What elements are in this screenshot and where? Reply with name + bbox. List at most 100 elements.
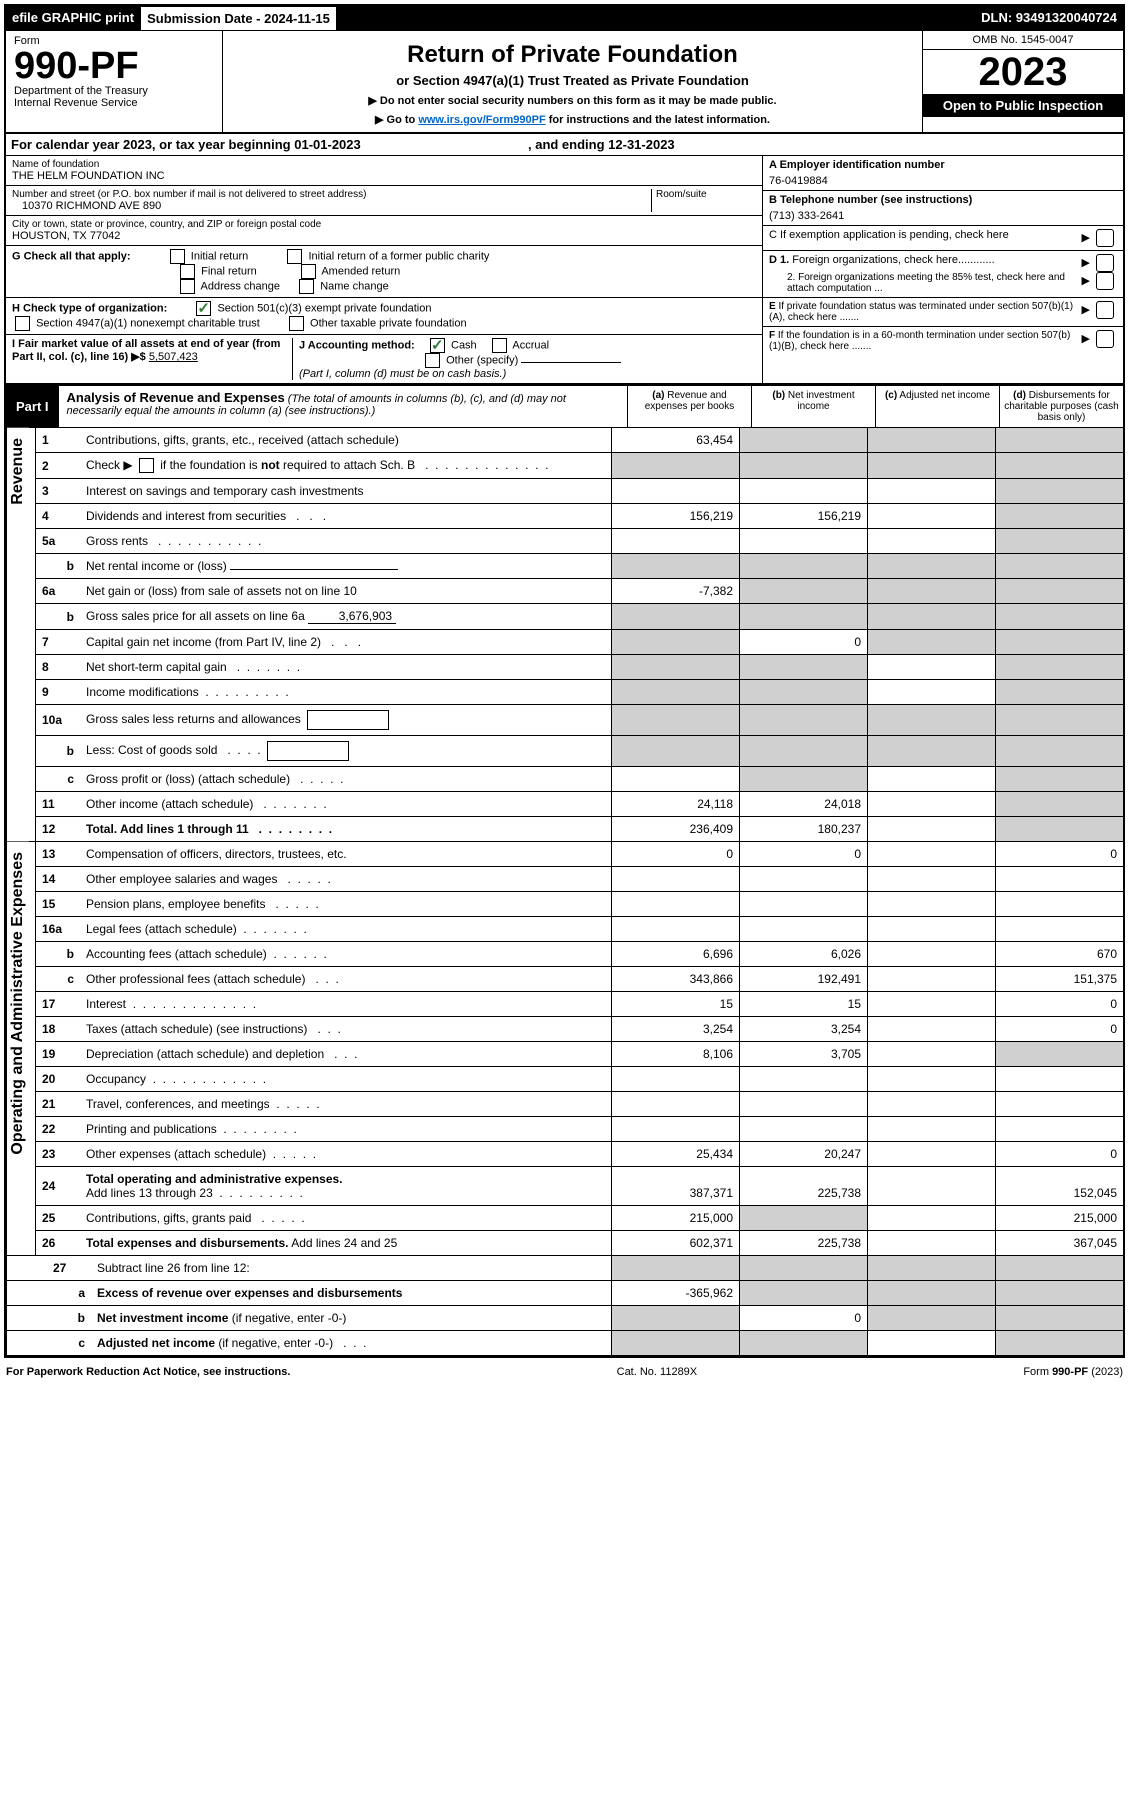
- schb-checkbox[interactable]: [139, 458, 154, 473]
- phone-cell: B Telephone number (see instructions) (7…: [763, 191, 1123, 226]
- f-cell: F F If the foundation is in a 60-month t…: [763, 327, 1123, 355]
- cash-label: Cash: [451, 339, 477, 351]
- page-footer: For Paperwork Reduction Act Notice, see …: [0, 1362, 1129, 1382]
- name-label: Name of foundation: [12, 159, 756, 170]
- topbar: efile GRAPHIC print Submission Date - 20…: [6, 6, 1123, 31]
- phone-value: (713) 333-2641: [769, 206, 1117, 222]
- line-23: 23Other expenses (attach schedule) . . .…: [36, 1142, 1123, 1167]
- expenses-label: Operating and Administrative Expenses: [7, 842, 29, 1165]
- h-label: H Check type of organization:: [12, 302, 167, 314]
- line-7: 7Capital gain net income (from Part IV, …: [36, 630, 1123, 655]
- revenue-label: Revenue: [7, 428, 29, 515]
- d2-checkbox[interactable]: [1096, 272, 1114, 290]
- j-section: J Accounting method: Cash Accrual Other …: [292, 338, 756, 380]
- 4947-checkbox[interactable]: [15, 316, 30, 331]
- 501c3-checkbox[interactable]: [196, 301, 211, 316]
- info-right: A Employer identification number 76-0419…: [762, 156, 1123, 383]
- dln: DLN: 93491320040724: [975, 6, 1123, 31]
- initial-return-checkbox[interactable]: [170, 249, 185, 264]
- tax-period: For calendar year 2023, or tax year begi…: [6, 134, 1123, 156]
- initial-return-label: Initial return: [191, 250, 248, 262]
- part1-tag: Part I: [6, 386, 59, 427]
- col-b-header: (b) Net investment income: [751, 386, 875, 427]
- line-2: 2Check ▶ if the foundation is not requir…: [36, 453, 1123, 479]
- line-13: 13Compensation of officers, directors, t…: [36, 842, 1123, 867]
- line-4: 4Dividends and interest from securities …: [36, 504, 1123, 529]
- revenue-lines: 1Contributions, gifts, grants, etc., rec…: [36, 428, 1123, 841]
- initial-former-checkbox[interactable]: [287, 249, 302, 264]
- e-cell: E E If private foundation status was ter…: [763, 298, 1123, 327]
- foundation-name: THE HELM FOUNDATION INC: [12, 170, 756, 182]
- submission-date: Submission Date - 2024-11-15: [140, 6, 337, 31]
- inspection-label: Open to Public Inspection: [923, 94, 1123, 117]
- address: 10370 RICHMOND AVE 890: [12, 200, 645, 212]
- line-5a: 5aGross rents . . . . . . . . . . .: [36, 529, 1123, 554]
- line-27: 27Subtract line 26 from line 12:: [7, 1256, 1123, 1281]
- name-change-checkbox[interactable]: [299, 279, 314, 294]
- form-number: 990-PF: [14, 47, 214, 85]
- line-10c: cGross profit or (loss) (attach schedule…: [36, 767, 1123, 792]
- line-24: 24Total operating and administrative exp…: [36, 1167, 1123, 1206]
- other-taxable-label: Other taxable private foundation: [310, 317, 467, 329]
- c-checkbox[interactable]: [1096, 229, 1114, 247]
- cash-checkbox[interactable]: [430, 338, 445, 353]
- phone-label: B Telephone number (see instructions): [769, 194, 1117, 206]
- h-checks: H Check type of organization: Section 50…: [6, 298, 762, 335]
- accrual-checkbox[interactable]: [492, 338, 507, 353]
- tax-year: 2023: [923, 50, 1123, 94]
- period-pre: For calendar year 2023, or tax year begi…: [11, 137, 294, 152]
- c-cell: C If exemption application is pending, c…: [763, 226, 1123, 251]
- name-change-label: Name change: [320, 280, 389, 292]
- d1-checkbox[interactable]: [1096, 254, 1114, 272]
- line-5b: bNet rental income or (loss): [36, 554, 1123, 579]
- j-label: J Accounting method:: [299, 339, 415, 351]
- period-mid: , and ending: [528, 137, 608, 152]
- line-16c: cOther professional fees (attach schedul…: [36, 967, 1123, 992]
- line-27b: bNet investment income (if negative, ent…: [7, 1306, 1123, 1331]
- ein-label: A Employer identification number: [769, 159, 1117, 171]
- summary-lines: 27Subtract line 26 from line 12: aExcess…: [7, 1256, 1123, 1355]
- line-19: 19Depreciation (attach schedule) and dep…: [36, 1042, 1123, 1067]
- address-change-checkbox[interactable]: [180, 279, 195, 294]
- c-label: C If exemption application is pending, c…: [769, 229, 1081, 247]
- addr-label: Number and street (or P.O. box number if…: [12, 189, 645, 200]
- line-12: 12Total. Add lines 1 through 11 . . . . …: [36, 817, 1123, 842]
- final-return-checkbox[interactable]: [180, 264, 195, 279]
- 4947-label: Section 4947(a)(1) nonexempt charitable …: [36, 317, 260, 329]
- line-14: 14Other employee salaries and wages . . …: [36, 867, 1123, 892]
- irs-link[interactable]: www.irs.gov/Form990PF: [418, 114, 545, 126]
- amended-return-checkbox[interactable]: [301, 264, 316, 279]
- other-method-checkbox[interactable]: [425, 353, 440, 368]
- line-6b: bGross sales price for all assets on lin…: [36, 604, 1123, 630]
- header-left: Form 990-PF Department of the Treasury I…: [6, 31, 223, 132]
- line-16b: bAccounting fees (attach schedule) . . .…: [36, 942, 1123, 967]
- line-26: 26Total expenses and disbursements. Add …: [36, 1231, 1123, 1256]
- header-right: OMB No. 1545-0047 2023 Open to Public In…: [922, 31, 1123, 132]
- d2-label: 2. Foreign organizations meeting the 85%…: [769, 272, 1081, 294]
- address-change-label: Address change: [201, 280, 281, 292]
- instr2-pre: ▶ Go to: [375, 114, 418, 126]
- line-27a: aExcess of revenue over expenses and dis…: [7, 1281, 1123, 1306]
- info-left: Name of foundation THE HELM FOUNDATION I…: [6, 156, 762, 383]
- accrual-label: Accrual: [512, 339, 549, 351]
- address-cell: Number and street (or P.O. box number if…: [6, 186, 762, 216]
- part1-title: Analysis of Revenue and Expenses: [67, 390, 285, 405]
- i-section: I Fair market value of all assets at end…: [12, 338, 292, 380]
- line-20: 20Occupancy . . . . . . . . . . . .: [36, 1067, 1123, 1092]
- col-a-header: (a) Revenue and expenses per books: [627, 386, 751, 427]
- footer-right: Form 990-PF (2023): [1023, 1366, 1123, 1378]
- form-header: Form 990-PF Department of the Treasury I…: [6, 31, 1123, 134]
- e-checkbox[interactable]: [1096, 301, 1114, 319]
- line-16a: 16aLegal fees (attach schedule) . . . . …: [36, 917, 1123, 942]
- city-value: HOUSTON, TX 77042: [12, 230, 756, 242]
- instruction-1: ▶ Do not enter social security numbers o…: [233, 94, 912, 107]
- amended-return-label: Amended return: [321, 265, 400, 277]
- form-subtitle: or Section 4947(a)(1) Trust Treated as P…: [233, 73, 912, 88]
- f-checkbox[interactable]: [1096, 330, 1114, 348]
- line-6a: 6aNet gain or (loss) from sale of assets…: [36, 579, 1123, 604]
- part1-table: Revenue 1Contributions, gifts, grants, e…: [6, 428, 1123, 1356]
- form-document: efile GRAPHIC print Submission Date - 20…: [4, 4, 1125, 1358]
- line-10b: bLess: Cost of goods sold . . . .: [36, 736, 1123, 767]
- city-cell: City or town, state or province, country…: [6, 216, 762, 246]
- other-taxable-checkbox[interactable]: [289, 316, 304, 331]
